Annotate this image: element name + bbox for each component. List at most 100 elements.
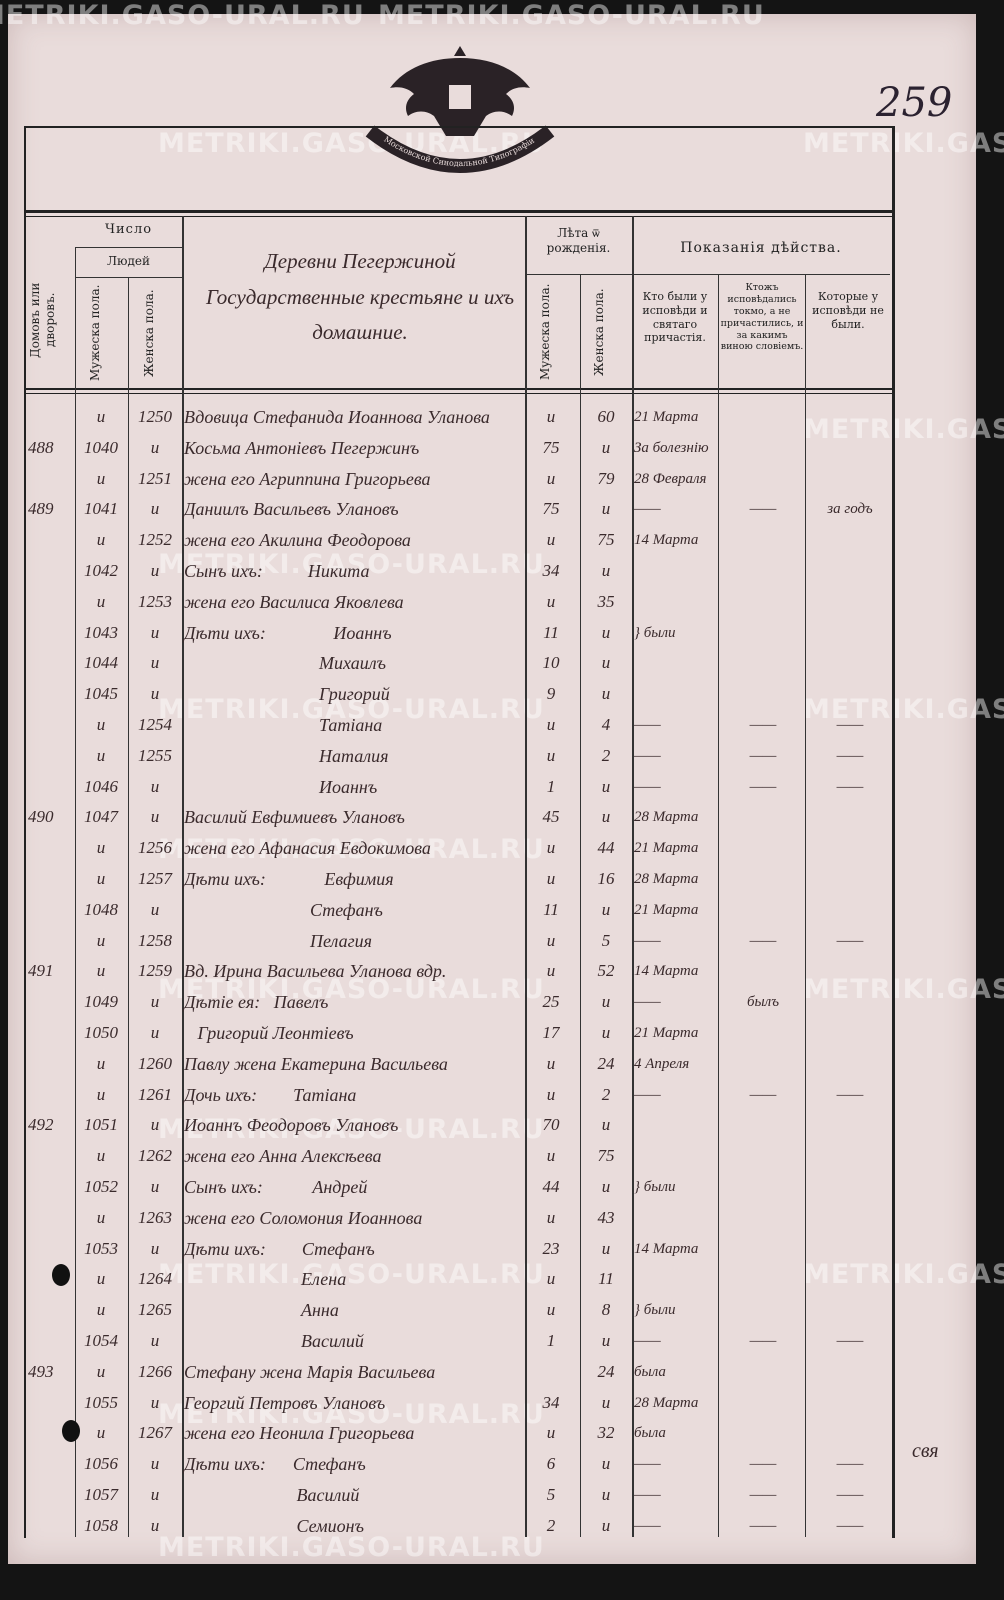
female-number: 1256 (138, 838, 172, 858)
age-female: и (601, 560, 611, 580)
column-line (718, 274, 719, 1537)
confessed (634, 1264, 718, 1295)
age-male: и (546, 407, 556, 426)
table-row: 1052 и Сынъ ихъ: Андрей 44 и} были (24, 1172, 892, 1203)
person-name: Василий (184, 1484, 360, 1505)
watermark: METRIKI.GASO-URAL.RU (378, 0, 765, 31)
age-female: 8 (601, 1300, 611, 1320)
watermark: METRIKI.GASO-URAL.RU (158, 834, 545, 865)
absent (808, 1172, 892, 1203)
female-number: 1262 (138, 1146, 172, 1166)
female-number: 1253 (138, 591, 172, 611)
male-number: 1057 (84, 1484, 118, 1504)
age-female: и (601, 1392, 611, 1412)
age-female: 52 (597, 961, 615, 981)
male-number: и (96, 745, 106, 765)
confessed: —— (634, 1456, 661, 1473)
absent (808, 1018, 892, 1049)
confessed-only: —— (749, 1086, 777, 1103)
house-number (28, 1018, 74, 1049)
age-male: 9 (546, 684, 556, 704)
confessed-only (721, 1141, 805, 1172)
age-female: 35 (597, 591, 615, 611)
person-name: жена его Василиса Яковлева (184, 591, 404, 612)
age-female: и (601, 437, 611, 457)
register-page: METRIKI.GASO-URAL.RU METRIKI.GASO-URAL.R… (0, 0, 1004, 1564)
female-number: и (150, 1454, 160, 1474)
age-female: и (601, 807, 611, 827)
confessed: 14 Марта (634, 963, 699, 980)
house-number (28, 833, 74, 864)
confessed: 21 Марта (634, 901, 699, 918)
person-name: Пелагия (184, 930, 372, 951)
age-female: 2 (601, 745, 611, 765)
absent: —— (836, 747, 864, 764)
column-line (580, 274, 581, 1537)
confessed: 14 Марта (634, 1240, 699, 1257)
age-female: 79 (597, 468, 615, 488)
age-male: 1 (546, 776, 556, 796)
confessed (634, 587, 718, 618)
confessed: была (634, 1363, 666, 1380)
table-row: 1049 и Дѣтiе ея: Павелъ 25 и —— былъ (24, 987, 892, 1018)
register-rows: и 1250 Вдовица Стефанида Иоаннова Уланова и… (24, 402, 892, 1541)
watermark: METRIKI.GASO-URAL.RU (158, 974, 545, 1005)
header-male: Мужеска пола. (88, 284, 102, 382)
watermark: METRIKI.GASO-URAL.RU (803, 1259, 1004, 1290)
age-male: и (546, 838, 556, 858)
watermark: METRIKI.GASO-URAL.RU (0, 0, 365, 31)
binding-hole (62, 1420, 80, 1442)
header-actions: Показанiя дѣйства. (680, 240, 842, 256)
male-number: 1040 (84, 437, 118, 457)
house-number: 488 (28, 437, 54, 457)
age-female: и (601, 1115, 611, 1135)
table-row: 489 1041 и Даниилъ Васильевъ Улановъ 75 и —— ——… (24, 494, 892, 525)
female-number: 1251 (138, 468, 172, 488)
absent (808, 618, 892, 649)
confessed: 21 Марта (634, 840, 699, 857)
table-row: и 1261 Дочь ихъ: Татiана и 2 —— —— —— (24, 1080, 892, 1111)
table-row: и 1267 жена его Неонила Григорьева и 32 была (24, 1418, 892, 1449)
person-name: Наталия (184, 745, 389, 766)
table-row: 1053 и Дѣти ихъ: Стефанъ 23 и 14 Марта (24, 1234, 892, 1265)
male-number: и (96, 1269, 106, 1289)
absent (808, 556, 892, 587)
confessed: —— (634, 747, 661, 764)
header-houses: Домовъ или дворовъ. (28, 282, 57, 358)
confessed-only (721, 433, 805, 464)
person-name: Вдовица Стефанида Иоаннова Уланова (184, 407, 490, 427)
person-name: Иоаннъ (184, 776, 378, 797)
confessed-only (721, 402, 805, 433)
absent (808, 402, 892, 433)
male-number: и (96, 1053, 106, 1073)
table-row: и 1256 жена его Афанасия Евдокимова и 44 21 М… (24, 833, 892, 864)
male-number: 1050 (84, 1022, 118, 1042)
confessed-only (721, 833, 805, 864)
confessed-only (721, 1234, 805, 1265)
female-number: 1255 (138, 745, 172, 765)
person-name: Дѣти ихъ: Евфимия (184, 868, 394, 889)
female-number: 1265 (138, 1300, 172, 1320)
age-male: и (546, 468, 556, 488)
age-male: 1 (546, 1330, 556, 1350)
male-number: и (96, 591, 106, 611)
column-line (632, 216, 634, 1537)
female-number: и (150, 1515, 160, 1535)
age-female: и (601, 899, 611, 919)
house-number (28, 1326, 74, 1357)
confessed: —— (634, 778, 661, 795)
watermark: METRIKI.GASO-URAL.RU (158, 1532, 545, 1563)
person-name: Стефанъ (184, 899, 383, 920)
male-number: 1042 (84, 560, 118, 580)
confessed: } были (634, 624, 676, 641)
watermark: METRIKI.GASO-URAL.RU (158, 694, 545, 725)
table-row: 1050 и Григорий Леонтiевъ 17 и 21 Марта (24, 1018, 892, 1049)
absent (808, 802, 892, 833)
confessed-only (721, 1264, 805, 1295)
person-name: Григорий (184, 684, 390, 705)
age-female: 16 (597, 868, 615, 888)
age-male: 34 (542, 560, 560, 580)
person-name: Дѣтiе ея: Павелъ (184, 992, 329, 1013)
person-name: жена его Неонила Григорьева (184, 1423, 415, 1444)
male-number: 1041 (84, 499, 118, 519)
